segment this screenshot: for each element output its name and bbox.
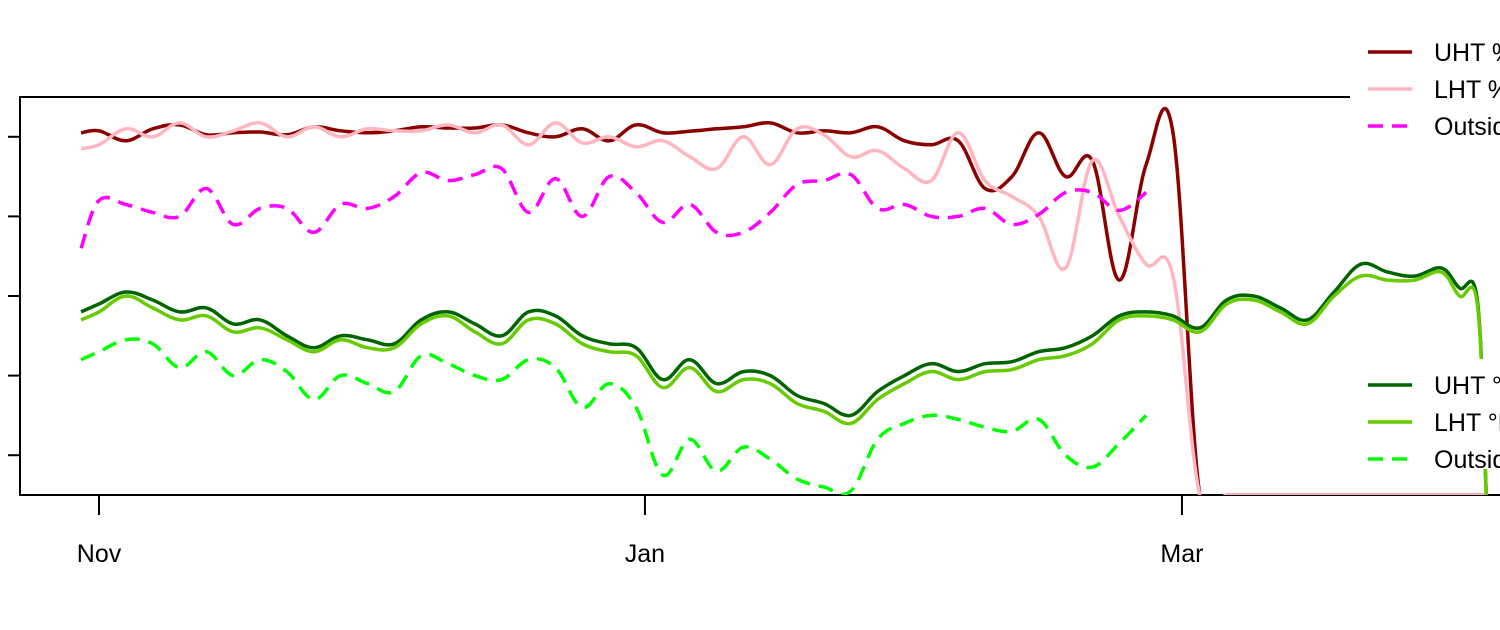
legend-1: UHT % LHT % Outside <box>1350 26 1500 141</box>
series-line-4 <box>80 269 1489 495</box>
legend-label: LHT % <box>1434 76 1500 104</box>
x-tick-label: Nov <box>77 540 122 568</box>
series-layer <box>79 106 1489 495</box>
series-line-5 <box>80 337 1148 495</box>
legend-label: Outside <box>1434 446 1500 474</box>
axis-layer: Nov Jan Mar <box>8 135 1203 568</box>
legend-layer: UHT % LHT % Outside UHT °F LHT °F Outside <box>1350 26 1500 474</box>
legend-label: LHT °F <box>1434 409 1500 437</box>
legend-2: UHT °F LHT °F Outside <box>1350 359 1500 474</box>
series-line-3 <box>80 261 1489 495</box>
legend-label: UHT % <box>1434 39 1500 67</box>
x-tick-label: Mar <box>1160 540 1203 568</box>
legend-label: UHT °F <box>1434 372 1500 400</box>
series-line-0 <box>80 106 1487 495</box>
series-line-2 <box>79 164 1148 249</box>
legend-label: Outside <box>1434 113 1500 141</box>
series-line-1 <box>80 121 1487 495</box>
x-tick-label: Jan <box>625 540 665 568</box>
